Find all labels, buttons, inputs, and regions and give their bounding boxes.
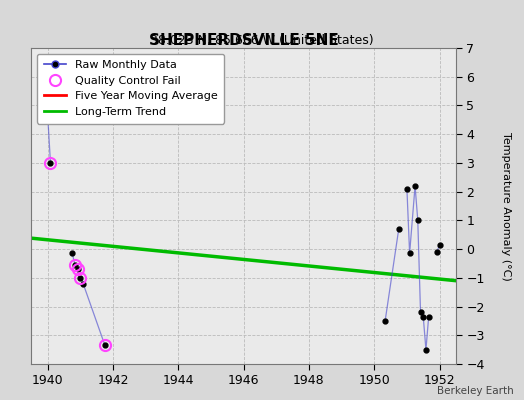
Legend: Raw Monthly Data, Quality Control Fail, Five Year Moving Average, Long-Term Tren: Raw Monthly Data, Quality Control Fail, … — [37, 54, 224, 124]
Y-axis label: Temperature Anomaly (°C): Temperature Anomaly (°C) — [501, 132, 511, 280]
Title: SHEPHERDSVILLE 5NE: SHEPHERDSVILLE 5NE — [149, 33, 339, 48]
Text: Berkeley Earth: Berkeley Earth — [437, 386, 514, 396]
Text: 38.023 N, 85.666 W (United States): 38.023 N, 85.666 W (United States) — [150, 34, 374, 47]
